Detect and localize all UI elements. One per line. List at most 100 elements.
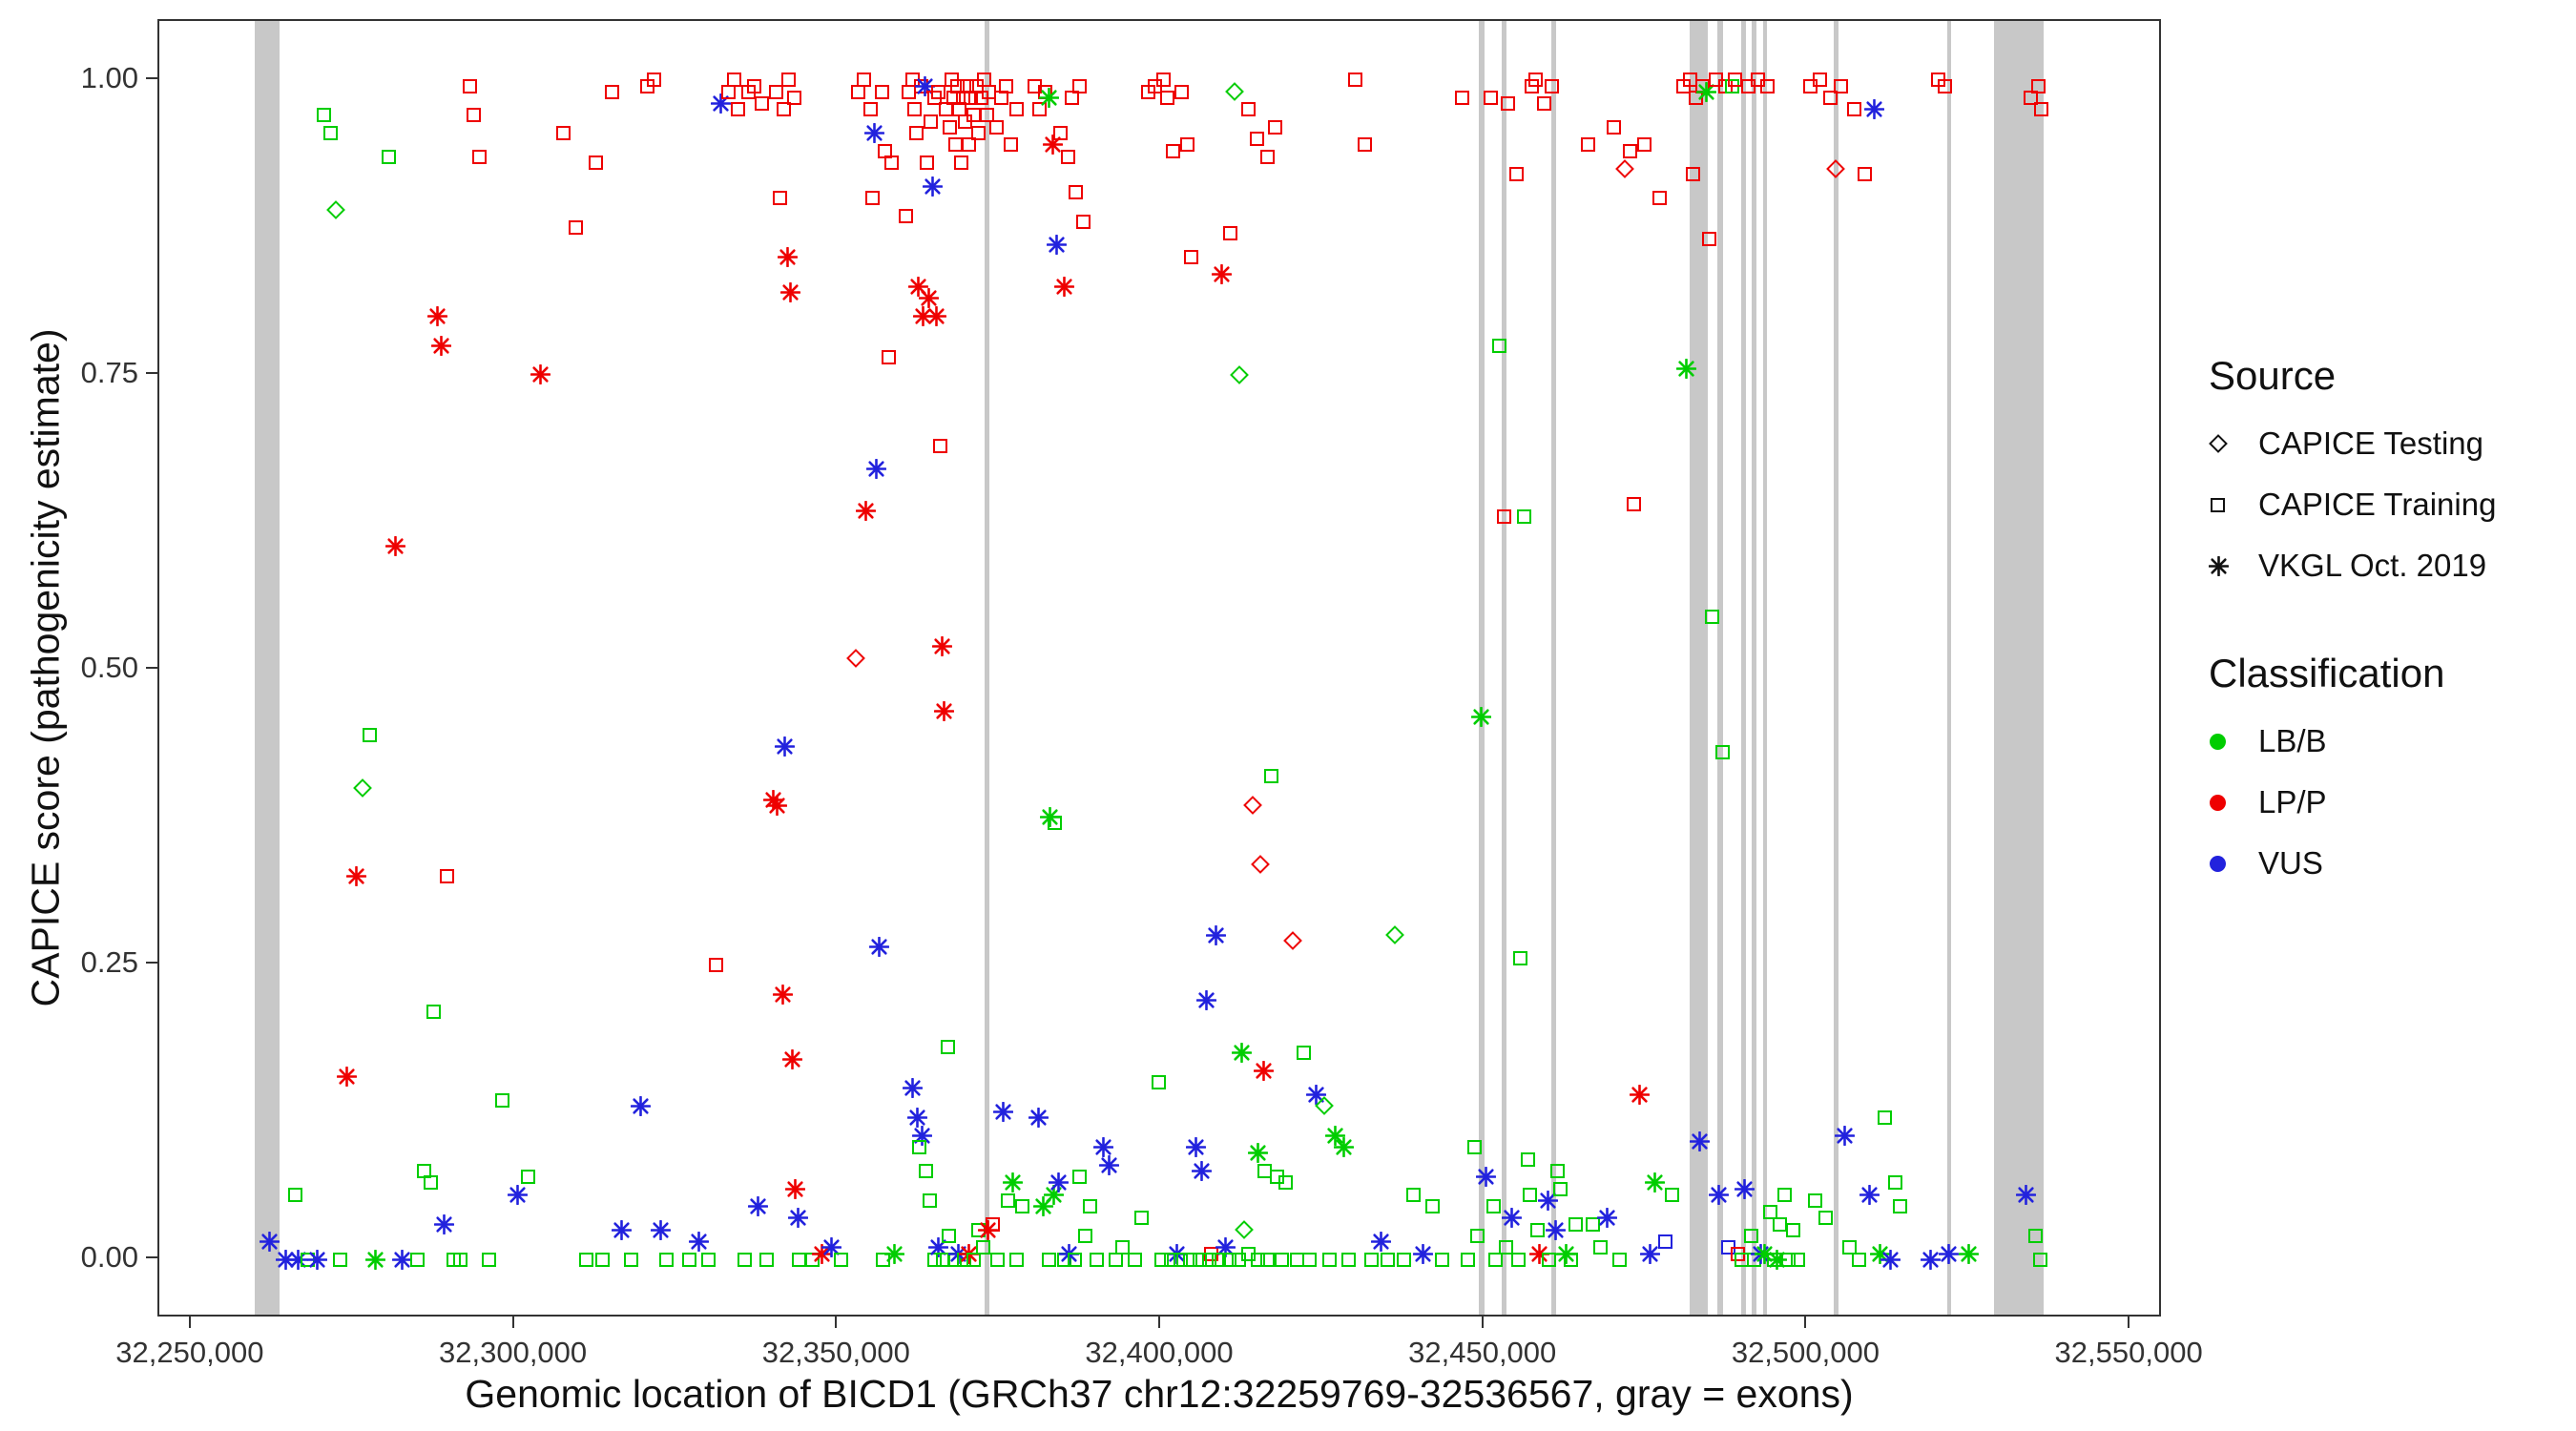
x-tick-label: 32,350,000 xyxy=(761,1336,910,1369)
data-point xyxy=(925,305,946,326)
data-point xyxy=(1492,338,1507,353)
data-point xyxy=(1522,1187,1537,1202)
data-point xyxy=(1541,1252,1556,1267)
data-point xyxy=(624,1252,639,1267)
data-point xyxy=(1065,90,1080,105)
data-point xyxy=(1888,1175,1903,1191)
data-point xyxy=(933,700,954,721)
data-point xyxy=(1500,96,1515,112)
data-point xyxy=(942,119,957,135)
data-point xyxy=(452,1252,467,1267)
data-point xyxy=(1211,264,1232,285)
data-point xyxy=(731,102,746,117)
data-point xyxy=(1069,184,1084,199)
data-point xyxy=(681,1252,696,1267)
data-point xyxy=(884,1243,905,1264)
data-point xyxy=(954,155,969,170)
data-point xyxy=(1550,1163,1566,1178)
data-point xyxy=(701,1252,717,1267)
data-point xyxy=(1206,924,1227,945)
data-point xyxy=(909,125,924,140)
data-point xyxy=(1657,1234,1672,1250)
data-point xyxy=(1813,73,1828,88)
data-point xyxy=(1937,78,1952,93)
data-point xyxy=(1215,1237,1236,1258)
data-point xyxy=(1869,1243,1890,1264)
data-point xyxy=(998,78,1013,93)
data-point xyxy=(323,125,339,140)
data-point xyxy=(1686,167,1701,182)
data-point xyxy=(1230,365,1249,384)
data-point xyxy=(1714,745,1730,760)
legend-class-swatch xyxy=(2210,733,2226,750)
data-point xyxy=(1009,1252,1025,1267)
data-point xyxy=(1053,276,1074,297)
diamond-icon xyxy=(2209,434,2258,453)
data-point xyxy=(578,1252,593,1267)
data-point xyxy=(1370,1232,1391,1253)
data-point xyxy=(884,155,900,170)
data-point xyxy=(1302,1252,1318,1267)
data-point xyxy=(1278,1175,1293,1191)
legend-item-lpp: LP/P xyxy=(2209,784,2571,820)
data-point xyxy=(1099,1154,1120,1175)
data-point xyxy=(1186,1137,1207,1158)
data-point xyxy=(689,1232,710,1253)
exon-bar xyxy=(1479,21,1485,1315)
data-point xyxy=(2031,78,2046,93)
x-tick-label: 32,450,000 xyxy=(1408,1336,1557,1369)
data-point xyxy=(353,778,373,798)
asterisk-icon xyxy=(2209,555,2258,576)
exon-bar xyxy=(1993,21,2045,1315)
data-point xyxy=(1841,1240,1857,1255)
data-point xyxy=(1776,1187,1792,1202)
legend-class-swatch xyxy=(2210,855,2226,872)
data-point xyxy=(384,535,405,556)
data-point xyxy=(786,90,801,105)
x-tick-mark xyxy=(188,1317,191,1328)
exon-bar xyxy=(1690,21,1709,1315)
data-point xyxy=(1347,73,1362,88)
data-point xyxy=(907,1108,928,1129)
data-point xyxy=(1545,1219,1566,1240)
data-point xyxy=(1568,1216,1584,1232)
data-point xyxy=(594,1252,610,1267)
y-tick-mark xyxy=(146,1256,157,1259)
data-point xyxy=(1128,1252,1143,1267)
data-point xyxy=(772,190,787,205)
data-point xyxy=(1163,1252,1178,1267)
data-point xyxy=(775,736,796,757)
legend-item-vus: VUS xyxy=(2209,845,2571,881)
data-point xyxy=(604,84,619,99)
legend-label-vkgl: VKGL Oct. 2019 xyxy=(2258,548,2487,583)
legend-classification-title: Classification xyxy=(2209,651,2445,695)
data-point xyxy=(1225,82,1245,102)
data-point xyxy=(326,199,345,219)
data-point xyxy=(1263,768,1278,783)
legend-class-swatch xyxy=(2210,794,2226,811)
data-point xyxy=(1014,1199,1029,1214)
data-point xyxy=(1664,1187,1679,1202)
data-point xyxy=(569,219,584,235)
data-point xyxy=(1234,1220,1254,1240)
data-point xyxy=(919,155,934,170)
data-point xyxy=(930,84,945,99)
data-point xyxy=(1114,1240,1130,1255)
data-point xyxy=(1475,1167,1496,1188)
data-point xyxy=(1593,1240,1609,1255)
data-point xyxy=(1920,1249,1941,1270)
data-point xyxy=(611,1219,632,1240)
data-point xyxy=(922,1192,937,1208)
data-point xyxy=(1089,1252,1104,1267)
exon-bar xyxy=(1762,21,1768,1315)
data-point xyxy=(1705,609,1720,624)
data-point xyxy=(1160,90,1175,105)
data-point xyxy=(307,1249,328,1270)
data-point xyxy=(710,93,731,114)
data-point xyxy=(1060,149,1075,164)
legend-item-capice-training: CAPICE Training xyxy=(2209,487,2571,523)
data-point xyxy=(787,1208,808,1229)
data-point xyxy=(426,1005,442,1020)
data-point xyxy=(1521,1151,1536,1167)
data-point xyxy=(821,1237,842,1258)
